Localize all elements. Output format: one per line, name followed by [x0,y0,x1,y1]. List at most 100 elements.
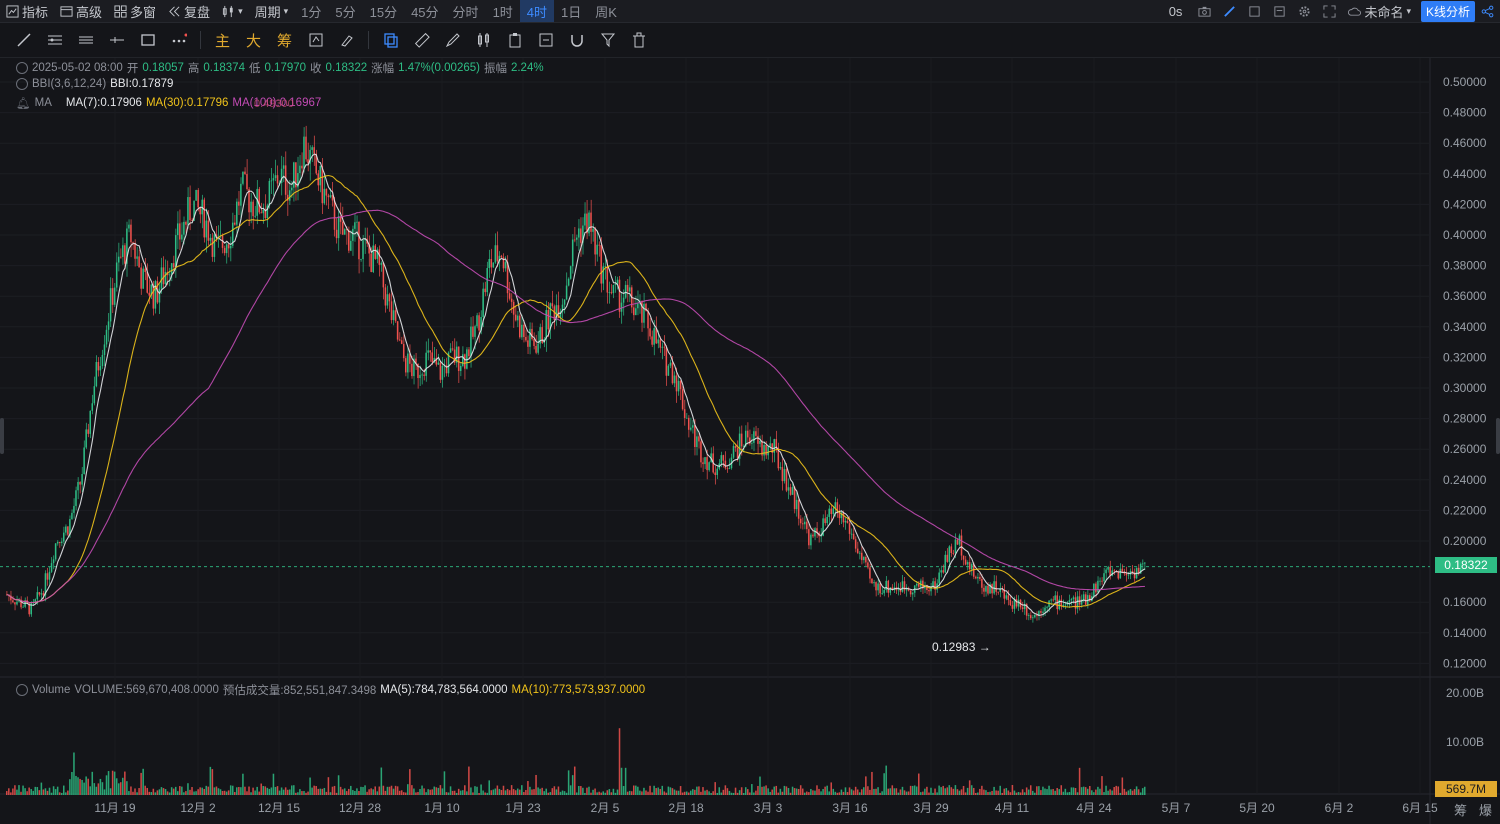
liquidation-toggle[interactable]: 爆 [1478,803,1492,818]
advanced-button[interactable]: 高级 [54,0,108,22]
volume-bar [209,766,212,795]
big-order-button[interactable]: 大 [245,32,261,50]
candle-body [928,590,930,592]
camera-icon[interactable] [1192,0,1217,22]
left-panel-handle[interactable] [0,418,4,454]
candle-body [685,417,688,419]
candle-body [1082,594,1085,600]
more-tools[interactable] [163,23,194,57]
volume-bar [256,786,258,795]
period-tab[interactable]: 1分 [301,4,322,20]
candle-body [858,552,861,554]
multi-window-button[interactable]: 多窗 [108,0,162,22]
magnet-tool[interactable] [561,23,592,57]
fib-tool[interactable] [39,23,70,57]
chart-type-button[interactable]: ▾ [216,0,249,22]
candle-body [262,209,265,214]
candle-body [1034,614,1036,618]
candle-body [683,409,686,418]
period-tab[interactable]: 1时 [492,4,513,20]
gear-icon[interactable] [1292,0,1317,22]
erase-tool[interactable] [331,23,362,57]
chips-toggle[interactable]: 筹 [1453,803,1467,818]
period-dropdown[interactable]: 周期 ▾ [249,0,295,22]
pencil-icon[interactable] [1217,0,1242,22]
copy-tool[interactable] [375,23,406,57]
ruler-tool[interactable] [406,23,437,57]
annotate-tool[interactable] [437,23,468,57]
window-icon[interactable] [1242,0,1267,22]
collapse-icon[interactable] [16,78,28,90]
candle-body [571,239,574,267]
filter-icon [600,33,615,48]
candle-body [154,281,157,309]
candle-body [863,556,865,561]
template-icon[interactable] [1267,0,1292,22]
volume-bar [246,791,248,795]
volume-bar [909,785,912,795]
volume-bar [44,788,47,795]
fullscreen-icon[interactable] [1317,0,1342,22]
volume-bar [722,789,725,795]
volume-bar [559,791,562,795]
volume-bar [457,788,460,795]
period-tab[interactable]: 5分 [335,4,356,20]
period-tab[interactable]: 4时 [519,0,555,22]
clipboard-tool[interactable] [499,23,530,57]
collapse-icon[interactable] [16,62,28,74]
period-tab[interactable]: 1日 [561,4,582,20]
volume-bar [144,785,146,795]
candle-body [480,316,482,331]
compare-tool[interactable] [300,23,331,57]
candle-body [109,288,112,322]
kline-analysis-button[interactable]: K线分析 [1420,0,1475,22]
volume-bar [223,790,226,795]
channel-tool[interactable] [70,23,101,57]
period-tab[interactable]: 15分 [369,4,398,20]
bell-icon[interactable]: 🔔︎ [16,98,31,110]
candle-body [392,310,395,321]
volume-bar [1121,777,1124,795]
volume-bar [781,791,784,795]
volume-bar [712,791,714,795]
volume-bar [1003,788,1006,795]
volume-bar [331,786,334,795]
chips-button[interactable]: 筹 [276,32,292,50]
candle-body [1017,599,1020,607]
volume-bar [238,786,240,795]
volume-bar [150,792,153,795]
price-chart[interactable]: 0.50000 0.48000 0.46000 0.44000 0.42000 0.400… [0,58,1500,824]
candle-body [150,284,153,296]
right-panel-handle[interactable] [1496,418,1500,454]
candle-body [696,436,698,448]
period-tab[interactable]: 分时 [452,4,479,20]
lock-tool[interactable] [468,23,499,57]
rectangle-tool[interactable] [132,23,163,57]
delete-tool[interactable] [623,23,654,57]
replay-button[interactable]: 复盘 [162,0,216,22]
collapse-icon[interactable] [16,684,28,696]
volume-bar [970,785,973,795]
volume-bar [1062,791,1065,795]
candle-body [527,340,529,347]
volume-bar [706,789,708,795]
horizontal-ray-tool[interactable] [101,23,132,57]
share-icon[interactable] [1479,0,1500,22]
volume-bar [350,785,352,795]
main-force-button[interactable]: 主 [214,32,230,50]
volume-bar [496,785,499,795]
candle-body [325,188,328,196]
indicators-button[interactable]: 指标 [0,0,54,22]
trend-line-tool[interactable] [8,23,39,57]
layout-dropdown[interactable]: 未命名 ▾ [1342,0,1417,22]
filter-tool[interactable] [592,23,623,57]
price-tick: 0.30000 [1443,381,1487,395]
volume-bar [749,792,751,795]
candle-body [799,518,802,524]
note-tool[interactable] [530,23,561,57]
candle-body [561,304,564,312]
candle-body [240,183,242,206]
period-tab[interactable]: 45分 [411,4,439,20]
period-tab[interactable]: 周K [595,4,617,20]
chevron-down-icon: ▾ [283,5,289,16]
